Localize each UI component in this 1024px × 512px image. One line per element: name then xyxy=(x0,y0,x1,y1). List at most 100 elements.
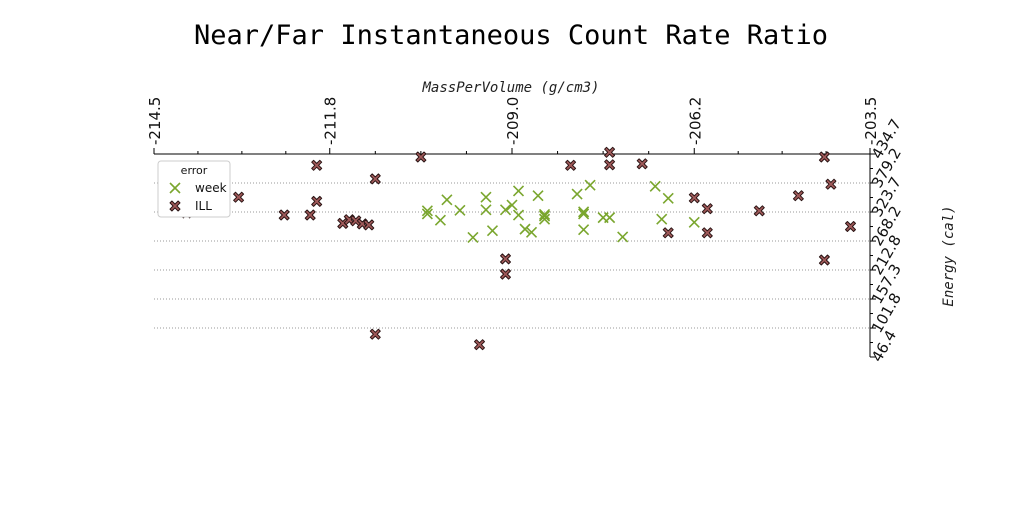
chart-title: Near/Far Instantaneous Count Rate Ratio xyxy=(194,20,828,51)
point-ill xyxy=(753,205,765,217)
point-week-stroke xyxy=(538,208,551,221)
legend-label: ILL xyxy=(195,199,212,213)
legend-title: error xyxy=(181,164,208,177)
point-week xyxy=(519,223,531,235)
point-week-stroke xyxy=(532,190,544,202)
point-week-stroke xyxy=(480,204,492,216)
x-tick-label: -211.8 xyxy=(322,97,340,145)
point-week-stroke xyxy=(467,231,479,244)
point-ill xyxy=(311,159,323,171)
point-week-stroke xyxy=(578,208,590,220)
point-week xyxy=(467,231,479,244)
point-ill xyxy=(604,159,616,171)
point-week xyxy=(617,231,629,243)
legend-marker-week-stroke xyxy=(169,182,181,194)
point-week xyxy=(538,213,551,225)
point-week-stroke xyxy=(662,192,674,204)
point-ill xyxy=(792,190,804,202)
gridlines xyxy=(154,153,870,329)
point-week-stroke xyxy=(512,185,525,197)
point-ill xyxy=(818,151,830,163)
point-ill xyxy=(500,253,511,265)
x-axis-label: MassPerVolume (g/cm3) xyxy=(421,80,599,96)
point-week-stroke xyxy=(421,205,433,217)
point-ill xyxy=(845,221,856,232)
point-week xyxy=(506,199,518,211)
point-ill xyxy=(278,209,290,221)
point-week xyxy=(584,179,596,191)
point-week xyxy=(604,212,616,224)
point-week xyxy=(662,192,674,204)
point-week-stroke xyxy=(506,199,518,211)
point-week xyxy=(480,191,492,203)
point-week xyxy=(480,204,492,216)
point-week-stroke xyxy=(499,204,512,216)
point-ill xyxy=(311,195,323,207)
point-week xyxy=(571,188,583,200)
point-week xyxy=(434,214,446,226)
legend-marker-ill xyxy=(169,200,181,212)
point-ill xyxy=(233,191,245,203)
point-ill xyxy=(688,192,700,204)
point-ill xyxy=(350,215,362,227)
point-week xyxy=(578,224,590,236)
point-week-stroke xyxy=(584,179,596,191)
point-week xyxy=(499,204,512,216)
point-week xyxy=(441,194,453,206)
point-ill xyxy=(500,268,511,280)
point-week-stroke xyxy=(617,231,629,243)
x-tick-label: -214.5 xyxy=(146,97,164,145)
point-ill xyxy=(369,328,381,340)
point-week xyxy=(656,213,668,225)
point-week-stroke xyxy=(519,223,531,235)
point-ill xyxy=(701,203,713,215)
point-week-stroke xyxy=(486,225,499,237)
point-ill xyxy=(474,339,485,351)
point-week xyxy=(538,208,551,221)
point-ill xyxy=(415,151,427,163)
axes xyxy=(154,153,871,357)
x-tick-label: -206.2 xyxy=(686,97,704,145)
point-ill xyxy=(825,178,837,190)
point-ill xyxy=(369,173,381,185)
point-ill xyxy=(304,209,316,221)
point-ill xyxy=(604,146,616,158)
point-week xyxy=(421,208,433,220)
legend-label: week xyxy=(195,181,227,195)
point-week xyxy=(512,209,525,221)
point-week xyxy=(532,190,544,202)
legend-marker-week xyxy=(169,182,181,194)
point-week-stroke xyxy=(604,212,616,224)
point-week-stroke xyxy=(525,226,538,238)
point-week-stroke xyxy=(538,213,551,225)
point-week-stroke xyxy=(480,191,492,203)
point-week-stroke xyxy=(656,213,668,225)
point-ill xyxy=(565,159,577,171)
x-ticks: -214.5 -211.8 -209.0 -206.2 -203.5 xyxy=(146,97,880,154)
point-ill xyxy=(662,227,674,239)
point-week-stroke xyxy=(538,210,551,222)
point-week-stroke xyxy=(421,208,433,220)
point-week xyxy=(486,225,499,237)
point-week-stroke xyxy=(571,188,583,200)
point-ill xyxy=(636,158,648,170)
x-tick-label: -203.5 xyxy=(862,97,880,145)
point-week xyxy=(578,208,590,220)
point-week xyxy=(421,205,433,217)
x-tick-label: -209.0 xyxy=(504,97,522,145)
y-axis-label: Energy (cal) xyxy=(941,205,957,306)
point-week xyxy=(454,204,466,216)
point-ill xyxy=(818,254,830,266)
point-week-stroke xyxy=(454,204,466,216)
point-week xyxy=(578,206,590,218)
point-week xyxy=(525,226,538,238)
point-ill xyxy=(701,227,713,239)
point-week-stroke xyxy=(578,224,590,236)
legend: error week ILL xyxy=(157,160,231,218)
point-ill xyxy=(363,219,375,231)
point-week xyxy=(538,210,551,222)
point-week xyxy=(688,216,700,228)
point-week-stroke xyxy=(649,180,661,192)
